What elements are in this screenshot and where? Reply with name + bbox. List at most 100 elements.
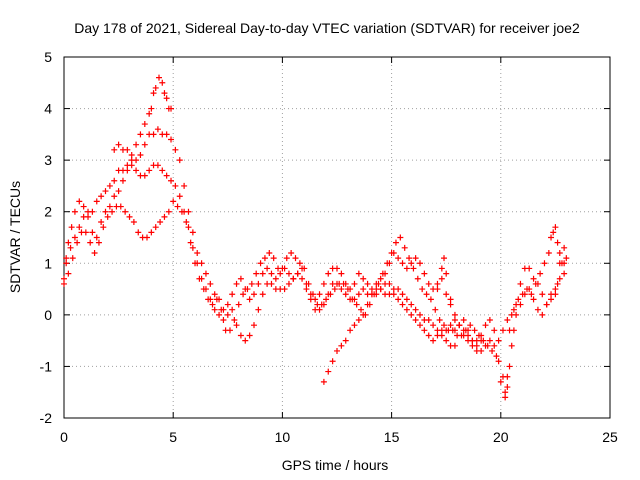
data-point [399, 291, 406, 298]
data-point [152, 224, 159, 231]
data-point [545, 249, 552, 256]
data-point [148, 229, 155, 236]
data-point [294, 270, 301, 277]
data-point [434, 286, 441, 293]
data-point [268, 280, 275, 287]
data-point [482, 322, 489, 329]
data-point [497, 378, 504, 385]
axis-ticks [63, 56, 611, 419]
data-point [534, 280, 541, 287]
series-group [61, 74, 175, 282]
data-point [61, 280, 67, 287]
data-point [327, 291, 334, 298]
data-point [292, 255, 299, 262]
data-point [320, 378, 327, 385]
data-point [355, 291, 362, 298]
data-point [185, 224, 192, 231]
data-point [111, 193, 118, 200]
data-point [152, 84, 159, 91]
data-point [156, 74, 163, 81]
data-point [181, 182, 188, 189]
data-point [491, 342, 498, 349]
data-point [253, 270, 260, 277]
data-point [456, 322, 463, 329]
data-point [528, 291, 535, 298]
data-point [491, 327, 498, 334]
data-point [382, 270, 389, 277]
data-point [98, 219, 105, 226]
data-point [504, 384, 511, 391]
data-point [539, 311, 546, 318]
data-point [288, 249, 295, 256]
data-point [111, 146, 118, 153]
data-point [556, 249, 563, 256]
data-point [240, 291, 247, 298]
data-point [255, 306, 262, 313]
data-point [478, 337, 485, 344]
data-point [285, 280, 292, 287]
plot-frame [63, 56, 611, 419]
data-point [515, 296, 522, 303]
data-point [449, 327, 456, 334]
data-point [504, 317, 511, 324]
data-point [251, 322, 258, 329]
data-point [257, 260, 264, 267]
data-point [502, 389, 509, 396]
data-point [443, 291, 450, 298]
data-point [416, 260, 423, 267]
data-point [194, 249, 201, 256]
data-point [202, 270, 209, 277]
data-point [368, 291, 375, 298]
data-point [128, 157, 135, 164]
data-point [563, 255, 570, 262]
data-point [279, 265, 286, 272]
y-tick-label: 0 [44, 307, 52, 323]
data-point [486, 337, 493, 344]
data-point [554, 280, 561, 287]
data-point [316, 291, 323, 298]
data-point [550, 229, 557, 236]
data-point [157, 219, 164, 226]
series-group [320, 249, 485, 385]
data-point [237, 332, 244, 339]
data-point [403, 265, 410, 272]
data-point [213, 296, 220, 303]
data-point [517, 280, 524, 287]
data-point [244, 286, 251, 293]
data-point [159, 167, 166, 174]
data-point [421, 327, 428, 334]
data-point [323, 296, 330, 303]
data-point [412, 306, 419, 313]
data-point [137, 151, 144, 158]
data-point [467, 322, 474, 329]
data-point [403, 306, 410, 313]
data-point [150, 90, 157, 97]
data-point [495, 358, 502, 365]
data-point [473, 347, 480, 354]
data-point [438, 265, 445, 272]
data-point [329, 358, 336, 365]
data-point [434, 332, 441, 339]
y-tick-label: -2 [40, 410, 53, 426]
x-tick-label: 25 [602, 429, 618, 445]
data-point [355, 270, 362, 277]
data-point [303, 286, 310, 293]
data-point [163, 172, 170, 179]
data-points [61, 74, 570, 401]
data-point [419, 286, 426, 293]
data-point [170, 198, 177, 205]
data-point [128, 151, 135, 158]
data-point [235, 301, 242, 308]
data-point [436, 317, 443, 324]
data-point [89, 208, 96, 215]
x-tick-label: 5 [169, 429, 177, 445]
data-point [137, 131, 144, 138]
data-point [71, 234, 78, 241]
data-point [421, 270, 428, 277]
data-point [486, 317, 493, 324]
x-tick-label: 20 [493, 429, 509, 445]
data-point [63, 260, 70, 267]
data-point [102, 208, 109, 215]
data-point [471, 327, 478, 334]
data-point [425, 332, 432, 339]
